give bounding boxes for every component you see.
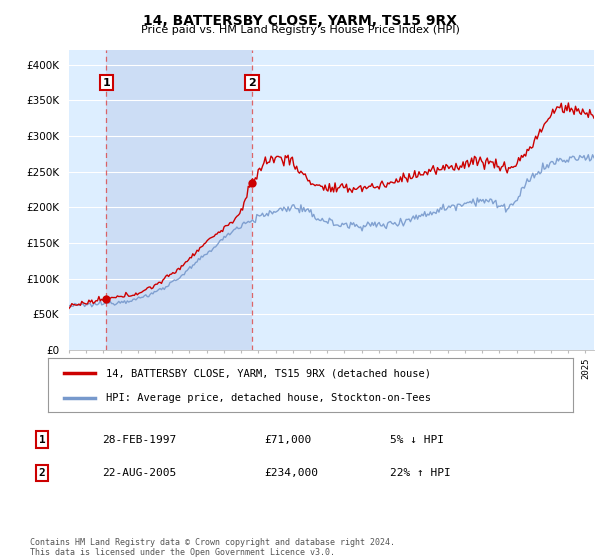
Text: £234,000: £234,000	[264, 468, 318, 478]
Text: £71,000: £71,000	[264, 435, 311, 445]
Text: 14, BATTERSBY CLOSE, YARM, TS15 9RX: 14, BATTERSBY CLOSE, YARM, TS15 9RX	[143, 14, 457, 28]
Text: 2: 2	[248, 77, 256, 87]
Text: 14, BATTERSBY CLOSE, YARM, TS15 9RX (detached house): 14, BATTERSBY CLOSE, YARM, TS15 9RX (det…	[106, 368, 431, 379]
Text: 22% ↑ HPI: 22% ↑ HPI	[390, 468, 451, 478]
Text: 1: 1	[103, 77, 110, 87]
Text: 1: 1	[38, 435, 46, 445]
Bar	[106, 50, 252, 350]
Text: 5% ↓ HPI: 5% ↓ HPI	[390, 435, 444, 445]
Text: 22-AUG-2005: 22-AUG-2005	[102, 468, 176, 478]
Text: Contains HM Land Registry data © Crown copyright and database right 2024.
This d: Contains HM Land Registry data © Crown c…	[30, 538, 395, 557]
Text: 2: 2	[38, 468, 46, 478]
Text: HPI: Average price, detached house, Stockton-on-Tees: HPI: Average price, detached house, Stoc…	[106, 393, 431, 403]
Text: Price paid vs. HM Land Registry's House Price Index (HPI): Price paid vs. HM Land Registry's House …	[140, 25, 460, 35]
Text: 28-FEB-1997: 28-FEB-1997	[102, 435, 176, 445]
